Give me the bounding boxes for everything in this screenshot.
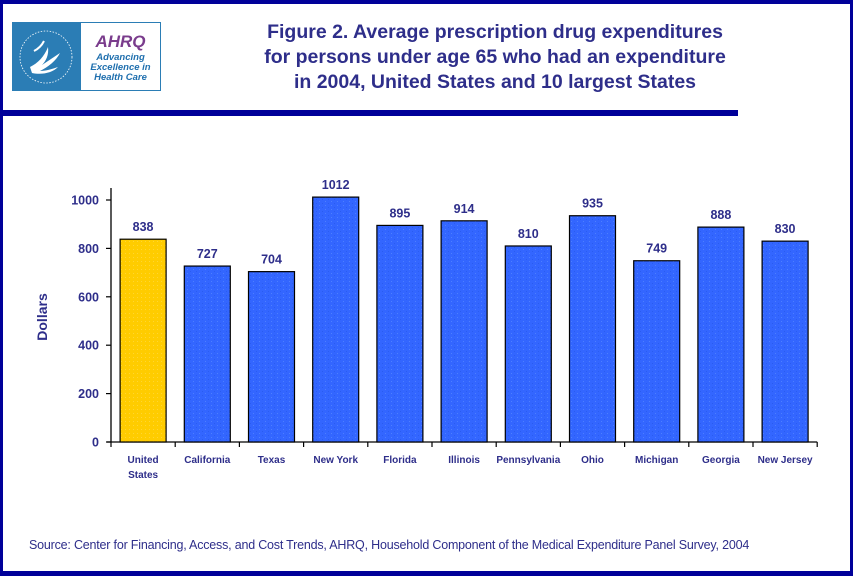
data-label: 749: [646, 242, 667, 256]
tagline-line: Health Care: [94, 72, 147, 83]
y-tick-label: 600: [78, 290, 99, 304]
data-label: 704: [261, 253, 282, 267]
title-divider: [0, 110, 738, 116]
bar: [697, 226, 745, 443]
x-tick-label: Texas: [258, 455, 286, 466]
source-note: Source: Center for Financing, Access, an…: [29, 538, 750, 552]
x-tick-label: Illinois: [448, 455, 480, 466]
data-label: 914: [454, 202, 475, 216]
y-tick-label: 200: [78, 387, 99, 401]
data-label: 895: [389, 206, 410, 220]
y-tick-label: 0: [92, 436, 99, 450]
x-tick-label: California: [184, 455, 231, 466]
bar: [376, 224, 424, 443]
ahrq-logo: AHRQ Advancing Excellence in Health Care: [12, 22, 161, 91]
title-line: for persons under age 65 who had an expe…: [264, 46, 726, 68]
x-tick-label: New Jersey: [758, 455, 813, 466]
data-label: 830: [775, 222, 796, 236]
title-line: in 2004, United States and 10 largest St…: [293, 71, 697, 93]
data-label: 935: [582, 197, 603, 211]
x-tick-label: Pennsylvania: [496, 455, 560, 466]
bar: [247, 271, 296, 443]
x-tick-label: Ohio: [581, 455, 604, 466]
chart-title: Figure 2. Average prescription drug expe…: [200, 20, 790, 95]
bar: [312, 196, 360, 443]
y-tick-label: 800: [78, 242, 99, 256]
hhs-eagle-icon: [12, 22, 80, 91]
data-label: 810: [518, 227, 539, 241]
bar: [761, 240, 809, 443]
bar: [568, 215, 617, 443]
data-label: 888: [710, 208, 731, 222]
bar: [183, 265, 231, 443]
bar: [633, 260, 681, 443]
data-label: 727: [197, 247, 218, 261]
tagline-line: Excellence in: [90, 62, 151, 73]
x-tick-label: Michigan: [635, 455, 678, 466]
bar: [504, 245, 552, 443]
data-label: 838: [133, 220, 154, 234]
x-tick-label: Georgia: [702, 455, 740, 466]
tagline-line: Advancing: [96, 52, 145, 63]
ahrq-tagline: Advancing Excellence in Health Care: [90, 53, 150, 83]
x-tick-label: States: [128, 470, 158, 481]
x-tick-label: United: [128, 455, 159, 466]
x-tick-label: New York: [313, 455, 358, 466]
data-label: 1012: [322, 178, 350, 192]
title-line: Figure 2. Average prescription drug expe…: [267, 21, 723, 43]
y-tick-label: 1000: [71, 194, 99, 208]
x-tick-label: Florida: [383, 455, 417, 466]
ahrq-wordmark: AHRQ: [95, 32, 146, 51]
y-tick-label: 400: [78, 339, 99, 353]
ahrq-brand: AHRQ Advancing Excellence in Health Care: [80, 22, 161, 91]
y-axis-title: Dollars: [34, 293, 50, 341]
bar: [440, 220, 488, 443]
bar-united-states: [119, 238, 167, 443]
